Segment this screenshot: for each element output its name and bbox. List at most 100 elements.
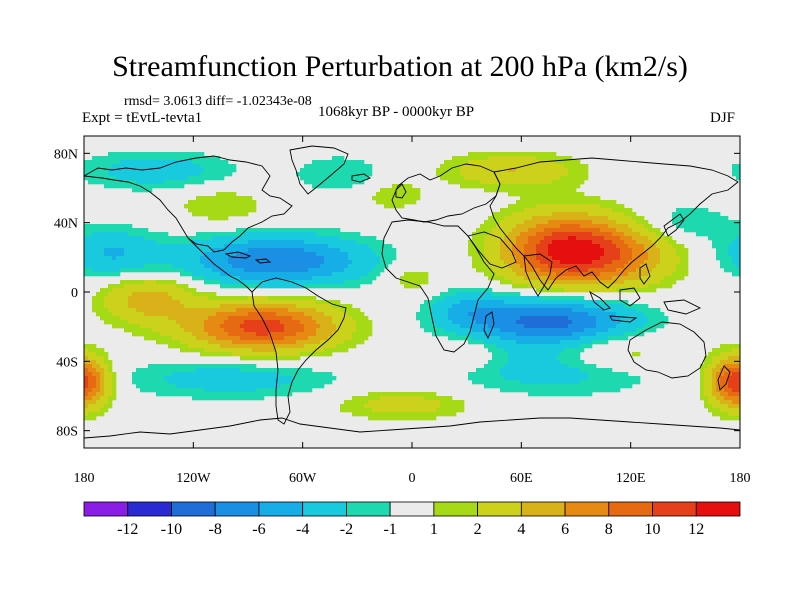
field-cell <box>284 268 289 273</box>
field-cell <box>652 288 657 293</box>
field-cell <box>244 208 249 213</box>
field-cell <box>616 272 621 277</box>
field-cell <box>316 176 321 181</box>
field-cell <box>196 340 201 345</box>
field-cell <box>224 272 229 277</box>
field-cell <box>568 188 573 193</box>
field-cell <box>212 244 217 249</box>
field-cell <box>136 308 141 313</box>
field-cell <box>140 292 145 297</box>
field-cell <box>136 312 141 317</box>
field-cell <box>528 188 533 193</box>
field-cell <box>200 196 205 201</box>
field-cell <box>284 252 289 257</box>
field-cell <box>252 272 257 277</box>
field-cell <box>336 236 341 241</box>
field-cell <box>276 264 281 269</box>
field-cell <box>228 244 233 249</box>
field-cell <box>220 256 225 261</box>
field-cell <box>180 176 185 181</box>
field-cell <box>284 308 289 313</box>
field-cell <box>248 296 253 301</box>
field-cell <box>536 152 541 157</box>
field-cell <box>280 312 285 317</box>
field-cell <box>260 300 265 305</box>
field-cell <box>364 176 369 181</box>
field-cell <box>664 248 669 253</box>
field-cell <box>172 292 177 297</box>
field-cell <box>704 220 709 225</box>
field-cell <box>676 260 681 265</box>
field-cell <box>508 228 513 233</box>
field-cell <box>508 296 513 301</box>
field-cell <box>624 220 629 225</box>
field-cell <box>296 352 301 357</box>
field-cell <box>296 348 301 353</box>
field-cell <box>548 260 553 265</box>
field-cell <box>552 336 557 341</box>
field-cell <box>212 208 217 213</box>
field-cell <box>320 332 325 337</box>
field-cell <box>176 316 181 321</box>
field-cell <box>420 312 425 317</box>
field-cell <box>352 344 357 349</box>
field-cell <box>732 256 737 261</box>
field-cell <box>116 160 121 165</box>
field-cell <box>492 364 497 369</box>
field-cell <box>524 340 529 345</box>
field-cell <box>212 240 217 245</box>
field-cell <box>564 168 569 173</box>
field-cell <box>240 324 245 329</box>
field-cell <box>128 304 133 309</box>
field-cell <box>348 160 353 165</box>
field-cell <box>668 280 673 285</box>
field-cell <box>560 268 565 273</box>
field-cell <box>520 340 525 345</box>
field-cell <box>352 308 357 313</box>
field-cell <box>624 268 629 273</box>
field-cell <box>340 332 345 337</box>
field-cell <box>208 332 213 337</box>
field-cell <box>568 232 573 237</box>
field-cell <box>172 320 177 325</box>
field-cell <box>220 232 225 237</box>
field-cell <box>624 312 629 317</box>
field-cell <box>368 280 373 285</box>
field-cell <box>152 260 157 265</box>
field-cell <box>216 168 221 173</box>
field-cell <box>508 348 513 353</box>
field-cell <box>524 208 529 213</box>
field-cell <box>340 304 345 309</box>
field-cell <box>544 184 549 189</box>
field-cell <box>528 356 533 361</box>
field-cell <box>376 248 381 253</box>
field-cell <box>208 248 213 253</box>
field-cell <box>540 184 545 189</box>
field-cell <box>272 232 277 237</box>
field-cell <box>616 236 621 241</box>
field-cell <box>604 300 609 305</box>
field-cell <box>300 168 305 173</box>
field-cell <box>176 240 181 245</box>
field-cell <box>340 340 345 345</box>
field-cell <box>132 332 137 337</box>
field-cell <box>300 296 305 301</box>
field-cell <box>344 344 349 349</box>
field-cell <box>556 288 561 293</box>
field-cell <box>468 176 473 181</box>
field-cell <box>476 328 481 333</box>
field-cell <box>516 164 521 169</box>
field-cell <box>204 176 209 181</box>
field-cell <box>240 244 245 249</box>
field-cell <box>628 328 633 333</box>
field-cell <box>148 248 153 253</box>
field-cell <box>108 156 113 161</box>
field-cell <box>256 348 261 353</box>
field-cell <box>168 168 173 173</box>
field-cell <box>244 320 249 325</box>
field-cell <box>552 168 557 173</box>
field-cell <box>204 300 209 305</box>
field-cell <box>464 336 469 341</box>
field-cell <box>736 220 740 225</box>
field-cell <box>236 348 241 353</box>
